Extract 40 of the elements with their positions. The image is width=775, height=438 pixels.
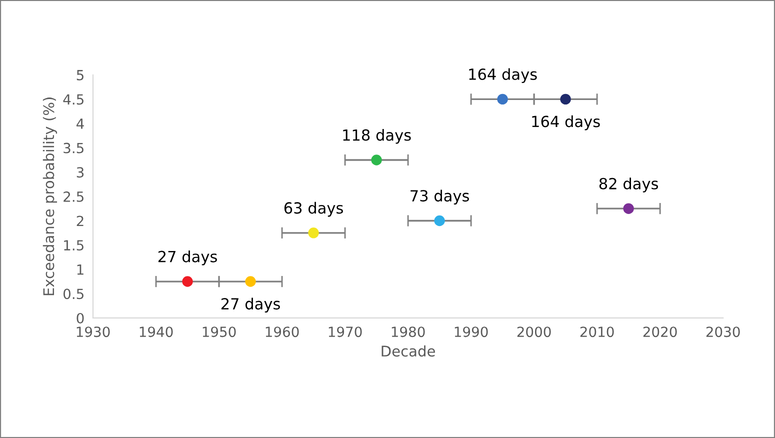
- x-axis-title: Decade: [382, 345, 435, 357]
- annotation: 118 days: [343, 128, 411, 144]
- annotation: 164 days: [469, 68, 537, 83]
- x-tick-label: 1950: [202, 326, 236, 338]
- y-tick-label: 3: [76, 167, 84, 178]
- y-tick-label: 0.5: [63, 288, 84, 300]
- y-tick-label: 0: [76, 312, 84, 324]
- point: [560, 94, 571, 105]
- y-tick-label: 5: [76, 70, 84, 80]
- point: [371, 154, 382, 166]
- y-tick-label: 2.5: [64, 191, 84, 202]
- x-tick-label: 2000: [517, 326, 551, 338]
- y-tick-label: 1.5: [64, 240, 84, 251]
- annotation: 27 days: [221, 298, 280, 313]
- y-tick-label: 1: [77, 264, 84, 275]
- y-tick-label: 4: [76, 118, 84, 129]
- point: [623, 203, 634, 214]
- point: [497, 94, 508, 105]
- y-axis-title: Exceedance probability (%): [42, 98, 58, 296]
- x-tick-label: 1960: [266, 326, 299, 338]
- x-tick-label: 1990: [454, 326, 488, 338]
- x-tick-label: 2020: [643, 326, 677, 338]
- point: [308, 228, 319, 238]
- x-tick-label: 1930: [76, 326, 110, 338]
- annotation: 63 days: [284, 202, 343, 217]
- y-tick-label: 2: [76, 216, 84, 226]
- annotation: 73 days: [410, 190, 469, 205]
- annotation: 82 days: [599, 178, 658, 192]
- x-tick-label: 2030: [706, 326, 740, 338]
- point: [182, 276, 193, 287]
- annotation: 27 days: [158, 250, 217, 266]
- point: [245, 276, 256, 287]
- x-tick-label: 1980: [392, 326, 425, 338]
- y-tick-label: 4.5: [63, 94, 84, 105]
- annotation: 164 days: [532, 115, 600, 130]
- point: [434, 215, 445, 226]
- y-tick-label: 3.5: [64, 142, 84, 154]
- x-tick-label: 1940: [140, 326, 173, 338]
- x-tick-label: 2010: [580, 326, 614, 338]
- x-tick-label: 1970: [328, 326, 362, 338]
